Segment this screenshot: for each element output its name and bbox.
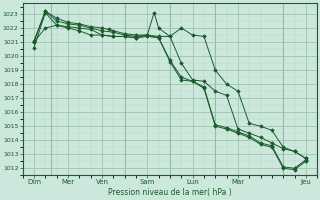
X-axis label: Pression niveau de la mer( hPa ): Pression niveau de la mer( hPa ) <box>108 188 232 197</box>
